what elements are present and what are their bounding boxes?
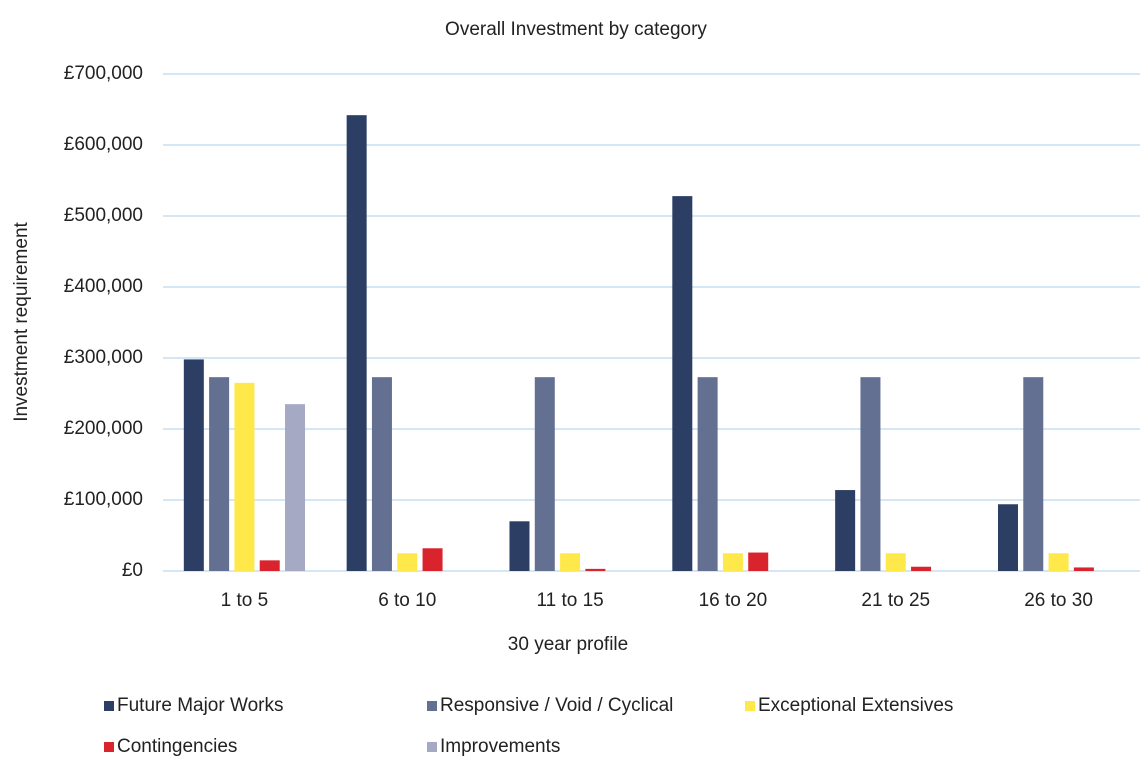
y-tick-label: £700,000 (64, 63, 143, 84)
x-tick-label: 16 to 20 (699, 590, 768, 611)
x-tick-label: 26 to 30 (1024, 590, 1093, 611)
x-tick-label: 1 to 5 (221, 590, 269, 611)
bar (722, 553, 743, 571)
bar (672, 196, 693, 571)
bar (835, 490, 856, 571)
legend-label: Future Major Works (117, 695, 283, 716)
bar (1073, 567, 1094, 571)
bar (697, 377, 718, 571)
legend-label: Contingencies (117, 736, 237, 757)
bar (885, 553, 906, 571)
legend-swatch (104, 742, 114, 752)
bar (371, 377, 392, 571)
legend-swatch (427, 742, 437, 752)
x-tick-label: 21 to 25 (861, 590, 930, 611)
bar (1023, 377, 1044, 571)
y-tick-label: £500,000 (64, 205, 143, 226)
bar (748, 552, 769, 571)
bar (509, 521, 530, 571)
y-tick-label: £600,000 (64, 134, 143, 155)
bar (285, 404, 306, 571)
bar (259, 560, 280, 571)
bar (534, 377, 555, 571)
y-tick-label: £300,000 (64, 347, 143, 368)
bar (911, 566, 932, 571)
x-tick-label: 11 to 15 (536, 590, 603, 611)
legend-label: Exceptional Extensives (758, 695, 953, 716)
legend-label: Improvements (440, 736, 560, 757)
bar (234, 382, 255, 571)
y-tick-label: £200,000 (64, 418, 143, 439)
bar (1048, 553, 1069, 571)
bar (860, 377, 881, 571)
y-tick-label: £100,000 (64, 489, 143, 510)
y-tick-label: £400,000 (64, 276, 143, 297)
x-tick-label: 6 to 10 (378, 590, 436, 611)
legend-swatch (104, 701, 114, 711)
bar (346, 115, 367, 572)
bar (997, 504, 1018, 571)
chart-title: Overall Investment by category (445, 19, 707, 40)
bar (209, 377, 230, 571)
y-axis-label: Investment requirement (11, 221, 32, 421)
bar (560, 553, 581, 571)
bar (397, 553, 418, 571)
y-tick-label: £0 (122, 560, 143, 581)
legend-swatch (745, 701, 755, 711)
legend-swatch (427, 701, 437, 711)
bar (585, 568, 606, 571)
bar (183, 359, 204, 571)
bar (422, 548, 443, 571)
x-axis-label: 30 year profile (508, 634, 628, 655)
legend-label: Responsive / Void / Cyclical (440, 695, 673, 716)
